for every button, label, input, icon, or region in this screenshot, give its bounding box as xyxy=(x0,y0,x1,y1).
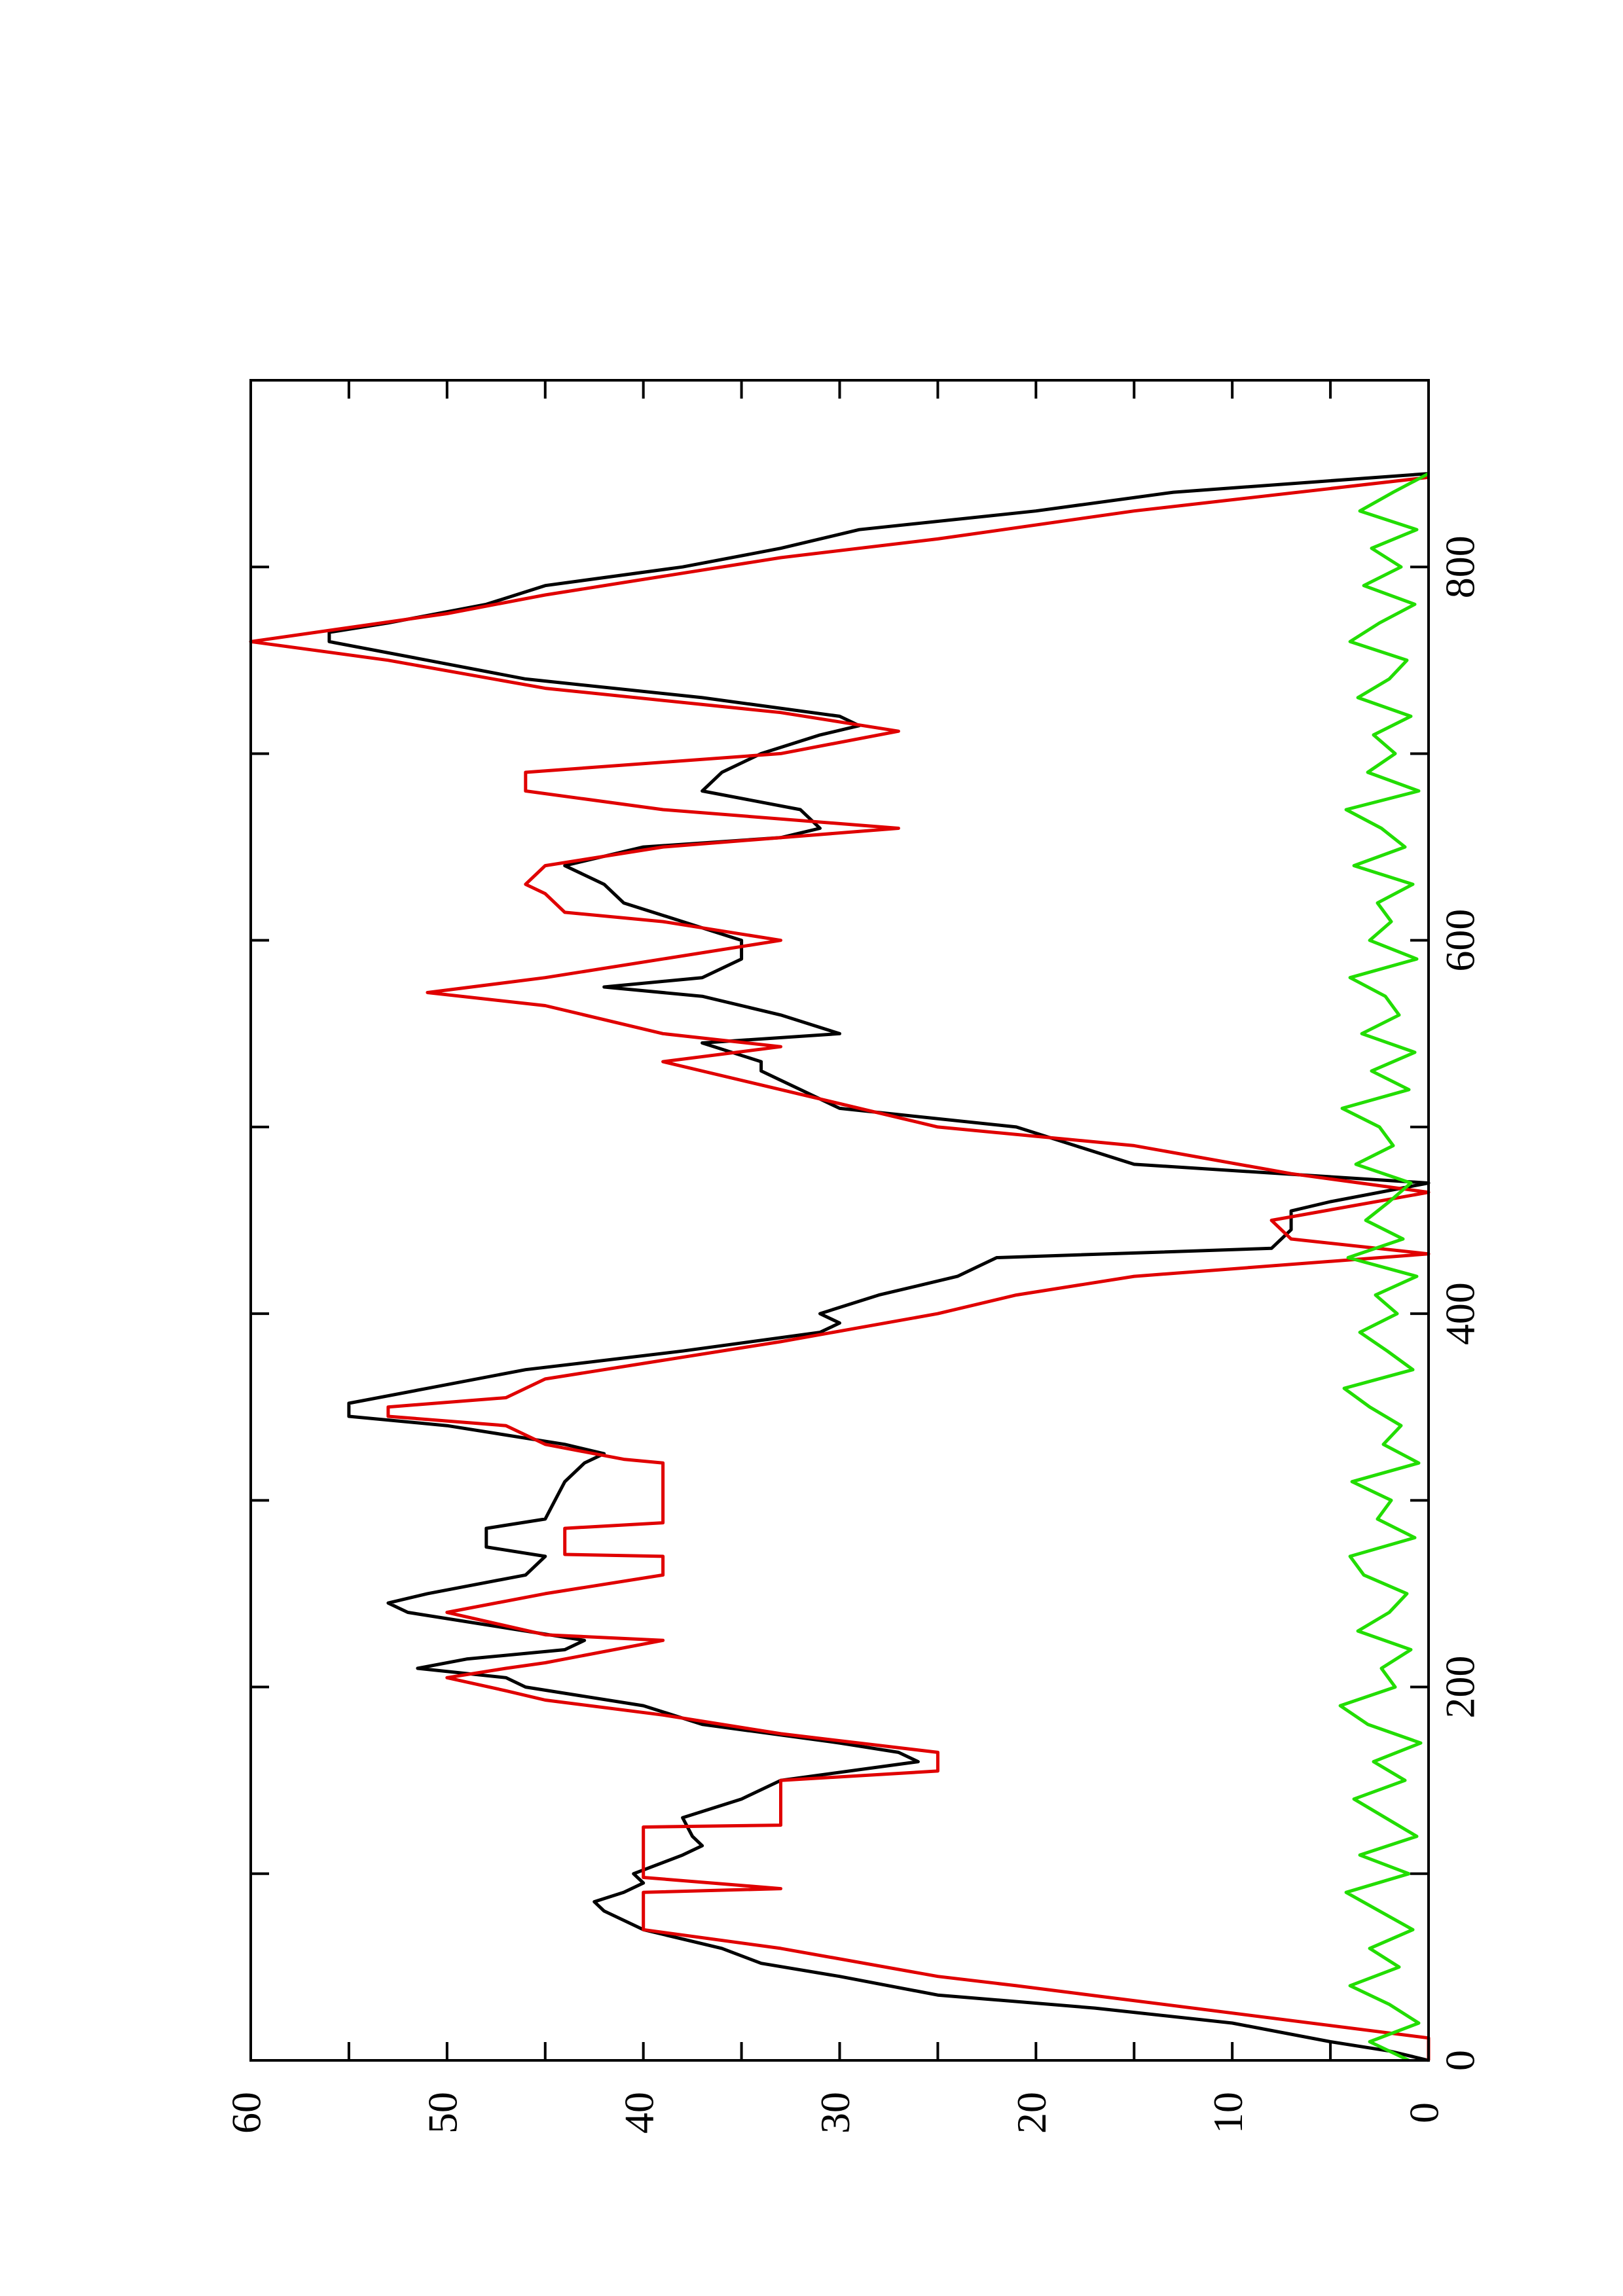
series-line xyxy=(1338,472,1430,2062)
x-tick-label: 600 xyxy=(1437,909,1484,972)
y-tick-label: 10 xyxy=(1205,2092,1251,2134)
x-tick-label: 800 xyxy=(1437,535,1484,598)
y-tick-label: 30 xyxy=(812,2092,858,2134)
x-tick-label: 0 xyxy=(1437,2050,1484,2071)
x-tick-label: 400 xyxy=(1437,1282,1484,1345)
plot-frame xyxy=(249,379,1430,2062)
series-line xyxy=(327,472,1431,2062)
y-tick-label: 50 xyxy=(420,2092,466,2134)
y-tick-label: 40 xyxy=(615,2092,662,2134)
x-tick-label: 200 xyxy=(1437,1656,1484,1719)
y-tick-label: 0 xyxy=(1401,2102,1448,2123)
y-tick-label: 60 xyxy=(223,2092,270,2134)
y-tick-label: 20 xyxy=(1008,2092,1055,2134)
series-line xyxy=(249,475,1431,2060)
